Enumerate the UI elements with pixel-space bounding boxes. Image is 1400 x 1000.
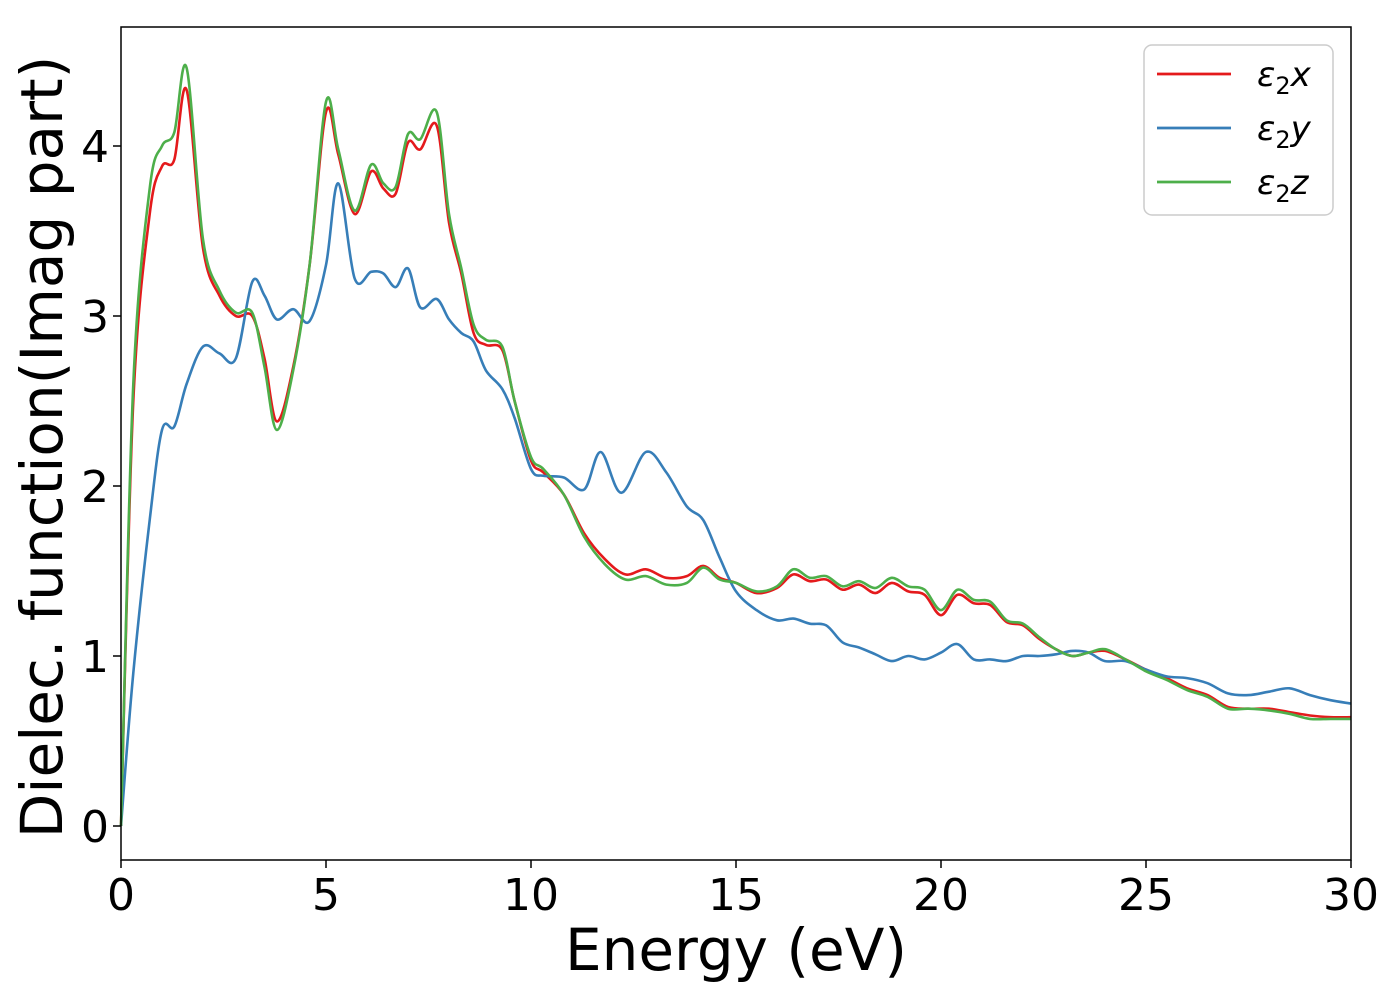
x-tick-label: 5 <box>312 870 340 921</box>
x-axis: 0 5 10 15 20 25 30 <box>107 860 1379 921</box>
series-line-z <box>119 63 1351 827</box>
y-tick-label: 4 <box>81 122 109 173</box>
y-tick-label: 0 <box>81 802 109 853</box>
y-tick-label: 1 <box>81 632 109 683</box>
legend-label-x: ε2x <box>1257 55 1312 100</box>
series-line-y <box>119 182 1352 827</box>
x-axis-title: Energy (eV) <box>565 916 907 984</box>
y-axis: 0 1 2 3 4 <box>81 122 121 853</box>
y-axis-title: Dielec. function(Imag part) <box>8 56 76 839</box>
y-tick-label: 2 <box>81 462 109 513</box>
legend-label-y: ε2y <box>1257 109 1312 154</box>
legend-box <box>1143 44 1334 216</box>
x-tick-label: 15 <box>708 870 764 921</box>
x-tick-label: 10 <box>503 870 559 921</box>
x-tick-label: 0 <box>107 870 135 921</box>
y-tick-label: 3 <box>81 292 109 343</box>
legend-label-z: ε2z <box>1257 163 1310 208</box>
x-tick-label: 30 <box>1323 870 1379 921</box>
x-tick-label: 25 <box>1118 870 1174 921</box>
legend: ε2x ε2y ε2z <box>1143 44 1334 216</box>
series-layer <box>119 63 1352 827</box>
x-tick-label: 20 <box>913 870 969 921</box>
